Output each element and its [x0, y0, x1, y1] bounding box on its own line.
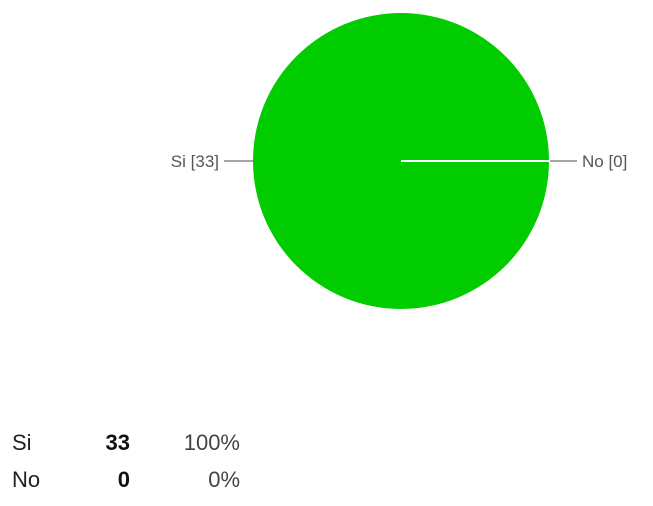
summary-row-si: Si 33 100% — [12, 424, 240, 461]
summary-count-si: 33 — [105, 430, 130, 455]
pie-chart: Si [33] No [0] — [171, 13, 627, 309]
summary-percent-no: 0% — [208, 467, 240, 492]
pie-slices — [253, 13, 549, 309]
summary-category-si: Si — [12, 430, 32, 455]
summary-row-no: No 0 0% — [12, 461, 240, 498]
slice-label-no: No [0] — [582, 152, 627, 171]
summary-percent-si: 100% — [183, 430, 240, 455]
summary-count-no: 0 — [117, 467, 130, 492]
summary-category-no: No — [12, 467, 41, 492]
summary-table: Si 33 100% No 0 0% — [12, 424, 240, 498]
slice-label-si: Si [33] — [171, 152, 219, 171]
